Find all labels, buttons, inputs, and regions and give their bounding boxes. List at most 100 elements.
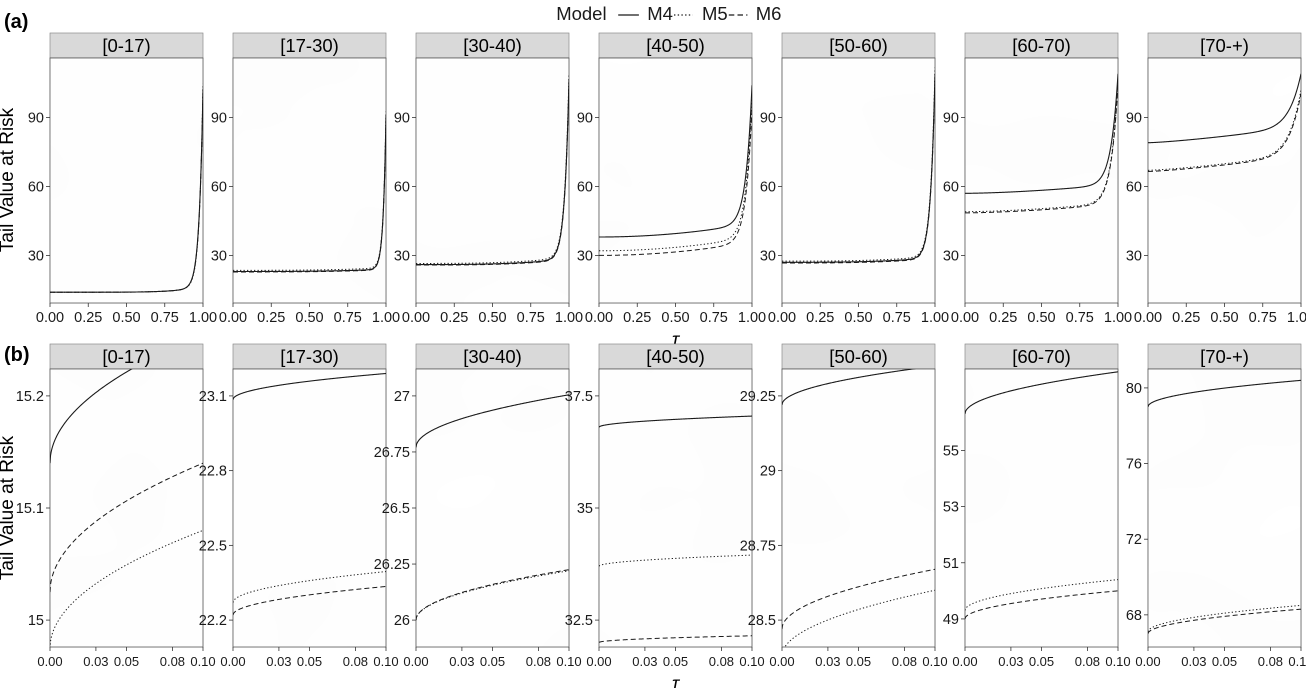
svg-text:26: 26 xyxy=(394,613,410,629)
svg-text:0.75: 0.75 xyxy=(1066,310,1094,326)
svg-text:60: 60 xyxy=(28,179,44,195)
svg-text:30: 30 xyxy=(211,248,227,264)
svg-text:0.05: 0.05 xyxy=(1029,654,1054,669)
svg-text:15.1: 15.1 xyxy=(16,501,44,517)
svg-text:0.50: 0.50 xyxy=(112,310,140,326)
svg-text:0.10: 0.10 xyxy=(922,654,947,669)
svg-text:60: 60 xyxy=(1126,179,1142,195)
svg-text:0.25: 0.25 xyxy=(257,310,285,326)
svg-text:[0-17): [0-17) xyxy=(102,35,150,56)
svg-text:0.05: 0.05 xyxy=(297,654,322,669)
svg-text:1.00: 1.00 xyxy=(1104,310,1132,326)
svg-text:22.8: 22.8 xyxy=(199,464,227,480)
svg-text:0.00: 0.00 xyxy=(403,654,428,669)
svg-text:0.08: 0.08 xyxy=(1258,654,1283,669)
svg-text:[30-40): [30-40) xyxy=(463,346,522,367)
svg-text:M4: M4 xyxy=(647,3,673,24)
svg-text:0.50: 0.50 xyxy=(844,310,872,326)
svg-text:60: 60 xyxy=(211,179,227,195)
svg-text:0.10: 0.10 xyxy=(739,654,764,669)
svg-text:29.25: 29.25 xyxy=(740,389,776,405)
svg-text:0.50: 0.50 xyxy=(1210,310,1238,326)
svg-text:0.00: 0.00 xyxy=(585,310,613,326)
svg-text:0.08: 0.08 xyxy=(892,654,917,669)
svg-text:0.00: 0.00 xyxy=(1134,310,1162,326)
svg-text:0.05: 0.05 xyxy=(846,654,871,669)
svg-text:0.00: 0.00 xyxy=(402,310,430,326)
svg-text:0.25: 0.25 xyxy=(806,310,834,326)
svg-text:0.75: 0.75 xyxy=(334,310,362,326)
svg-text:15: 15 xyxy=(28,613,44,629)
svg-text:0.75: 0.75 xyxy=(700,310,728,326)
svg-text:90: 90 xyxy=(211,110,227,126)
svg-text:30: 30 xyxy=(1126,248,1142,264)
svg-text:23.1: 23.1 xyxy=(199,389,227,405)
svg-text:0.08: 0.08 xyxy=(160,654,185,669)
svg-text:32.5: 32.5 xyxy=(565,613,593,629)
svg-text:M6: M6 xyxy=(756,3,782,24)
svg-text:0.00: 0.00 xyxy=(36,310,64,326)
svg-text:[50-60): [50-60) xyxy=(829,35,888,56)
svg-text:90: 90 xyxy=(943,110,959,126)
svg-text:[0-17): [0-17) xyxy=(102,346,150,367)
svg-text:0.25: 0.25 xyxy=(440,310,468,326)
svg-text:0.00: 0.00 xyxy=(769,654,794,669)
svg-text:49: 49 xyxy=(943,612,959,628)
svg-text:30: 30 xyxy=(394,248,410,264)
svg-text:29: 29 xyxy=(760,464,776,480)
svg-text:51: 51 xyxy=(943,556,959,572)
svg-text:0.08: 0.08 xyxy=(526,654,551,669)
svg-text:15.2: 15.2 xyxy=(16,389,44,405)
svg-text:76: 76 xyxy=(1126,457,1142,473)
svg-text:0.25: 0.25 xyxy=(74,310,102,326)
svg-text:0.00: 0.00 xyxy=(37,654,62,669)
svg-text:60: 60 xyxy=(760,179,776,195)
svg-text:90: 90 xyxy=(1126,110,1142,126)
svg-text:26.75: 26.75 xyxy=(374,445,410,461)
svg-text:0.50: 0.50 xyxy=(478,310,506,326)
svg-text:0.03: 0.03 xyxy=(266,654,291,669)
svg-text:0.00: 0.00 xyxy=(1135,654,1160,669)
svg-text:28.75: 28.75 xyxy=(740,538,776,554)
svg-text:0.10: 0.10 xyxy=(373,654,398,669)
svg-text:72: 72 xyxy=(1126,532,1142,548)
svg-text:[70-+): [70-+) xyxy=(1200,35,1249,56)
svg-text:0.03: 0.03 xyxy=(449,654,474,669)
svg-text:90: 90 xyxy=(760,110,776,126)
svg-text:80: 80 xyxy=(1126,381,1142,397)
svg-text:(b): (b) xyxy=(4,344,30,366)
svg-text:1.00: 1.00 xyxy=(189,310,217,326)
svg-text:30: 30 xyxy=(577,248,593,264)
svg-text:[17-30): [17-30) xyxy=(280,346,339,367)
svg-text:0.03: 0.03 xyxy=(998,654,1023,669)
svg-text:30: 30 xyxy=(760,248,776,264)
svg-text:26.5: 26.5 xyxy=(382,501,410,517)
svg-text:[40-50): [40-50) xyxy=(646,346,705,367)
svg-text:0.50: 0.50 xyxy=(1027,310,1055,326)
svg-text:60: 60 xyxy=(394,179,410,195)
svg-text:0.10: 0.10 xyxy=(556,654,581,669)
svg-text:[30-40): [30-40) xyxy=(463,35,522,56)
svg-text:[17-30): [17-30) xyxy=(280,35,339,56)
svg-text:0.25: 0.25 xyxy=(623,310,651,326)
svg-text:0.75: 0.75 xyxy=(151,310,179,326)
svg-text:90: 90 xyxy=(28,110,44,126)
svg-text:35: 35 xyxy=(577,501,593,517)
svg-text:[70-+): [70-+) xyxy=(1200,346,1249,367)
svg-text:0.05: 0.05 xyxy=(480,654,505,669)
svg-text:0.03: 0.03 xyxy=(632,654,657,669)
svg-text:0.05: 0.05 xyxy=(663,654,688,669)
svg-text:0.75: 0.75 xyxy=(883,310,911,326)
svg-text:30: 30 xyxy=(28,248,44,264)
svg-text:90: 90 xyxy=(577,110,593,126)
svg-text:28.5: 28.5 xyxy=(748,613,776,629)
svg-text:0.25: 0.25 xyxy=(1172,310,1200,326)
svg-text:1.00: 1.00 xyxy=(555,310,583,326)
svg-text:0.03: 0.03 xyxy=(815,654,840,669)
svg-text:1.00: 1.00 xyxy=(738,310,766,326)
svg-text:26.25: 26.25 xyxy=(374,557,410,573)
svg-text:0.75: 0.75 xyxy=(517,310,545,326)
svg-text:0.00: 0.00 xyxy=(952,654,977,669)
svg-text:55: 55 xyxy=(943,443,959,459)
svg-text:0.08: 0.08 xyxy=(709,654,734,669)
